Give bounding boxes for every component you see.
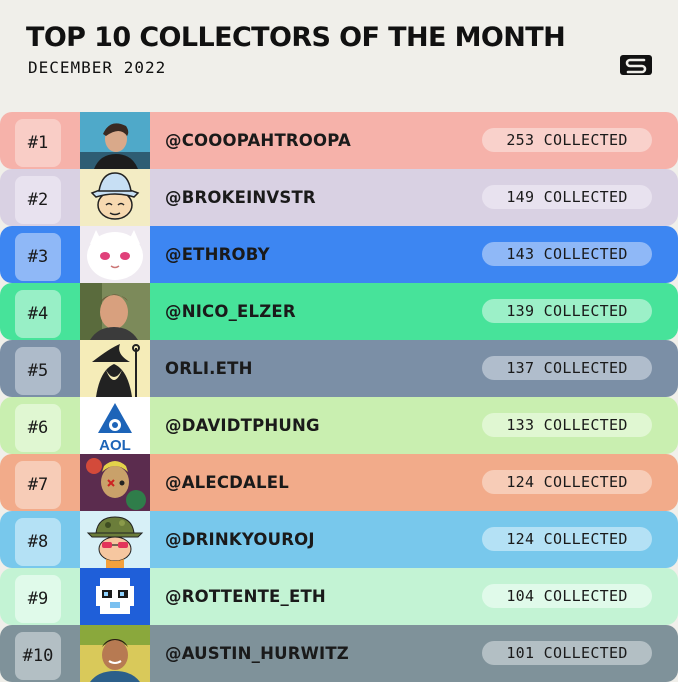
rank-badge: #8 [15, 518, 61, 566]
avatar-4[interactable] [80, 283, 150, 340]
camo-hat-cartoon-avatar-icon [80, 511, 150, 568]
avatar-5[interactable] [80, 340, 150, 397]
rank-badge: #7 [15, 461, 61, 509]
collected-count-badge: 253 COLLECTED [482, 128, 652, 152]
collector-handle[interactable]: @NICO_ELZER [165, 302, 296, 321]
collector-handle[interactable]: @DRINKYOUROJ [165, 530, 315, 549]
collector-handle[interactable]: @ALECDALEL [165, 473, 289, 492]
avatar-2[interactable] [80, 169, 150, 226]
rank-badge: #4 [15, 290, 61, 338]
collector-row-3[interactable]: #3 @ETHROBY 143 COLLECTED [0, 226, 678, 283]
page-title: TOP 10 COLLECTORS OF THE MONTH [26, 22, 566, 53]
collected-count-badge: 101 COLLECTED [482, 641, 652, 665]
collector-handle[interactable]: @BROKEINVSTR [165, 188, 316, 207]
collector-row-7[interactable]: #7 @ALECDALEL 124 COLLECTED [0, 454, 678, 511]
rank-badge: #9 [15, 575, 61, 623]
avatar-1[interactable] [80, 112, 150, 169]
rank-badge: #10 [15, 632, 61, 680]
avatar-6[interactable]: AOL [80, 397, 150, 454]
avatar-10[interactable] [80, 625, 150, 682]
photo-avatar-icon [80, 283, 150, 340]
aol-logo-avatar-icon: AOL [80, 397, 150, 454]
collector-row-5[interactable]: #5 ORLI.ETH 137 COLLECTED [0, 340, 678, 397]
avatar-3[interactable] [80, 226, 150, 283]
collector-handle[interactable]: @COOOPAHTROOPA [165, 131, 352, 150]
rank-badge: #3 [15, 233, 61, 281]
art-avatar-icon [80, 454, 150, 511]
collector-row-1[interactable]: #1 @COOOPAHTROOPA 253 COLLECTED [0, 112, 678, 169]
collector-row-8[interactable]: #8 @DRINKYOUROJ 124 COLLECTED [0, 511, 678, 568]
collector-handle[interactable]: @ROTTENTE_ETH [165, 587, 326, 606]
avatar-9[interactable] [80, 568, 150, 625]
photo-avatar-icon [80, 112, 150, 169]
avatar-7[interactable] [80, 454, 150, 511]
white-creature-avatar-icon [80, 226, 150, 283]
collected-count-badge: 139 COLLECTED [482, 299, 652, 323]
collector-row-2[interactable]: #2 @BROKEINVSTR 149 COLLECTED [0, 169, 678, 226]
rank-badge: #2 [15, 176, 61, 224]
pixel-duck-avatar-icon [80, 568, 150, 625]
page-subtitle: DECEMBER 2022 [28, 58, 167, 77]
collected-count-badge: 104 COLLECTED [482, 584, 652, 608]
rank-badge: #5 [15, 347, 61, 395]
collector-row-6[interactable]: #6 AOL @DAVIDTPHUNG 133 COLLECTED [0, 397, 678, 454]
collected-count-badge: 137 COLLECTED [482, 356, 652, 380]
bucket-hat-cartoon-avatar-icon [80, 169, 150, 226]
collected-count-badge: 143 COLLECTED [482, 242, 652, 266]
rank-badge: #1 [15, 119, 61, 167]
rank-badge: #6 [15, 404, 61, 452]
photo-avatar-icon [80, 625, 150, 682]
avatar-8[interactable] [80, 511, 150, 568]
collected-count-badge: 124 COLLECTED [482, 527, 652, 551]
collected-count-badge: 133 COLLECTED [482, 413, 652, 437]
collector-row-10[interactable]: #10 @AUSTIN_HURWITZ 101 COLLECTED [0, 625, 678, 682]
collected-count-badge: 124 COLLECTED [482, 470, 652, 494]
collected-count-badge: 149 COLLECTED [482, 185, 652, 209]
svg-text:AOL: AOL [99, 437, 131, 454]
collector-row-4[interactable]: #4 @NICO_ELZER 139 COLLECTED [0, 283, 678, 340]
header: TOP 10 COLLECTORS OF THE MONTH DECEMBER … [0, 0, 678, 113]
wizard-avatar-icon [80, 340, 150, 397]
s-logo-icon [620, 55, 652, 75]
collector-row-9[interactable]: #9 @ROTTENTE_ETH 104 COLLECTED [0, 568, 678, 625]
collector-handle[interactable]: @DAVIDTPHUNG [165, 416, 320, 435]
collector-handle[interactable]: @ETHROBY [165, 245, 270, 264]
collector-handle[interactable]: ORLI.ETH [165, 359, 253, 378]
collector-handle[interactable]: @AUSTIN_HURWITZ [165, 644, 349, 663]
